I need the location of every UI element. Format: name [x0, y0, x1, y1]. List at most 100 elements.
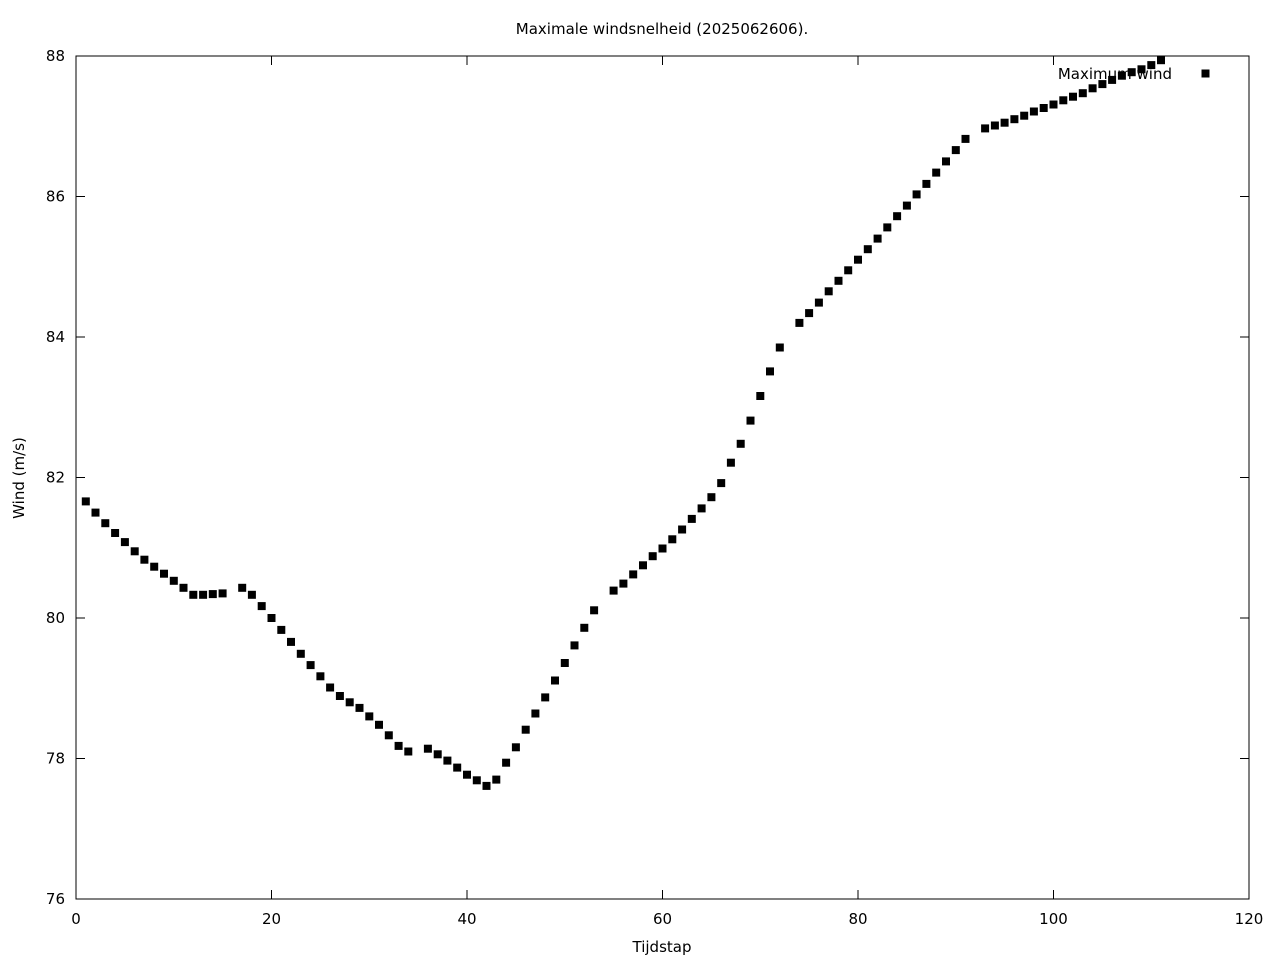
- data-point: [1157, 56, 1165, 65]
- y-tick-label: 84: [46, 328, 65, 346]
- data-point: [81, 497, 90, 506]
- data-point: [531, 709, 540, 718]
- data-point: [1137, 65, 1146, 74]
- data-point: [1069, 92, 1077, 101]
- data-point: [482, 781, 491, 790]
- data-point: [678, 525, 687, 534]
- data-point: [238, 583, 247, 592]
- data-point: [335, 692, 344, 700]
- data-point: [707, 493, 716, 502]
- data-point: [814, 298, 823, 307]
- data-point: [111, 529, 120, 537]
- data-point: [521, 725, 530, 734]
- data-point: [287, 637, 295, 646]
- data-point: [277, 625, 286, 634]
- data-point: [443, 756, 452, 765]
- data-point: [668, 535, 677, 544]
- plot-area-border: [75, 55, 1250, 900]
- data-point: [658, 544, 667, 553]
- data-point: [267, 614, 276, 622]
- data-point: [883, 223, 892, 232]
- data-point: [208, 590, 217, 599]
- data-point: [834, 276, 843, 285]
- data-point: [551, 676, 559, 685]
- data-point: [169, 576, 178, 585]
- data-point: [570, 641, 579, 650]
- x-tick-label: 0: [71, 910, 81, 928]
- y-tick-label: 86: [46, 188, 65, 206]
- x-tick-label: 80: [848, 910, 867, 928]
- data-point: [1088, 84, 1097, 93]
- data-point: [609, 586, 618, 595]
- data-point: [120, 538, 129, 547]
- data-point: [1098, 80, 1107, 89]
- data-point: [629, 570, 638, 579]
- data-point: [639, 561, 647, 570]
- x-tick-label: 120: [1235, 910, 1264, 928]
- data-point: [91, 508, 100, 517]
- data-point: [1117, 71, 1126, 80]
- data-point: [746, 416, 755, 425]
- data-point: [863, 245, 872, 254]
- data-point: [942, 157, 950, 166]
- data-point: [384, 731, 393, 740]
- data-point: [316, 672, 325, 681]
- data-point: [179, 583, 188, 592]
- data-point: [218, 589, 227, 598]
- x-axis-label: Tijdstap: [632, 938, 692, 956]
- x-tick-label: 100: [1039, 910, 1068, 928]
- y-axis-label: Wind (m/s): [10, 437, 28, 519]
- data-point: [1020, 111, 1029, 120]
- data-point: [365, 712, 374, 721]
- data-point: [1059, 96, 1068, 105]
- data-point: [502, 758, 511, 767]
- data-point: [453, 763, 462, 772]
- x-tick-label: 20: [262, 910, 281, 928]
- data-point: [472, 776, 481, 785]
- data-point: [1147, 61, 1156, 70]
- data-point: [1000, 118, 1009, 127]
- data-point: [854, 255, 862, 264]
- data-point: [619, 579, 628, 588]
- data-points: [81, 56, 1165, 790]
- data-point: [1039, 104, 1048, 112]
- data-point: [756, 392, 765, 400]
- data-point: [951, 146, 960, 155]
- data-point: [404, 747, 413, 756]
- data-point: [922, 179, 931, 188]
- data-point: [844, 266, 853, 275]
- data-point: [511, 743, 520, 752]
- data-point: [932, 168, 941, 177]
- chart-title: Maximale windsnelheid (2025062606).: [516, 20, 808, 38]
- data-point: [1108, 75, 1117, 84]
- data-point: [257, 602, 266, 611]
- data-point: [189, 590, 198, 599]
- x-tick-label: 40: [457, 910, 476, 928]
- data-point: [893, 212, 902, 221]
- data-point: [1078, 89, 1087, 98]
- data-point: [912, 190, 921, 199]
- data-point: [766, 367, 774, 376]
- y-tick-label: 80: [46, 609, 65, 627]
- x-ticks: 0 20 40 60 80 100 120: [71, 56, 1263, 928]
- data-point: [1127, 68, 1136, 77]
- data-point: [736, 439, 745, 448]
- data-point: [160, 569, 168, 578]
- data-point: [687, 514, 696, 523]
- data-point: [140, 555, 149, 564]
- data-point: [394, 741, 403, 750]
- data-point: [1029, 107, 1038, 116]
- data-point: [296, 649, 305, 658]
- data-point: [824, 287, 833, 296]
- legend: Maximum wind: [1058, 65, 1210, 83]
- data-point: [150, 562, 159, 571]
- data-point: [326, 683, 335, 692]
- data-point: [541, 693, 550, 702]
- data-point: [697, 504, 706, 513]
- data-point: [805, 309, 814, 318]
- data-point: [775, 343, 784, 352]
- data-point: [199, 590, 208, 599]
- data-point: [433, 750, 442, 759]
